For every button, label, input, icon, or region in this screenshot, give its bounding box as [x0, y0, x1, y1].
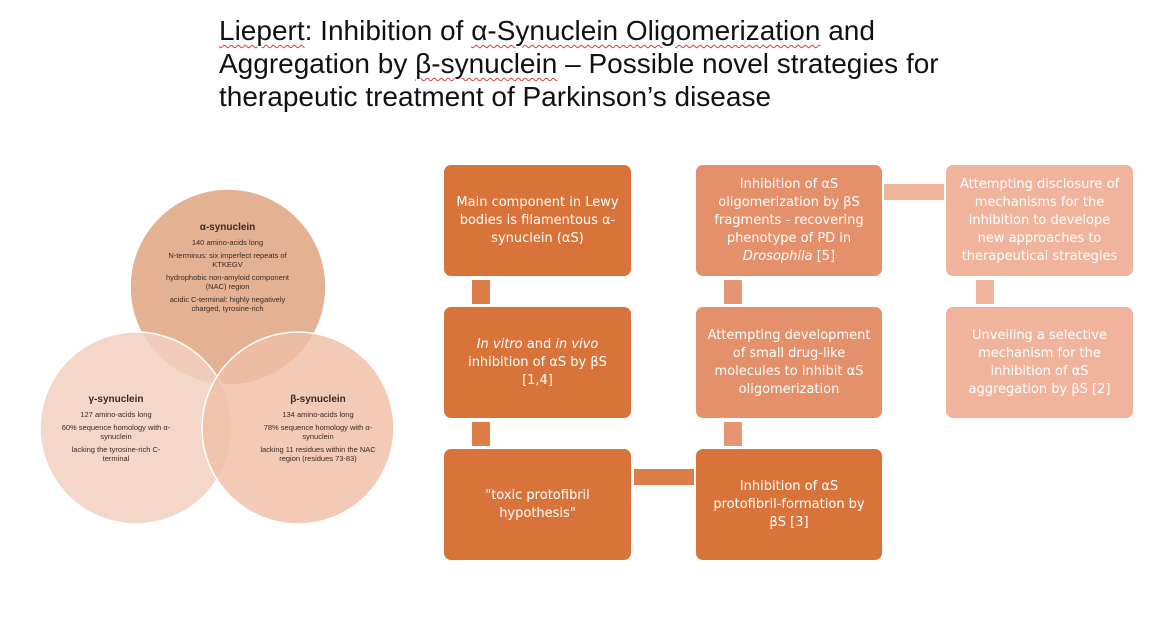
- venn-beta-line: 78% sequence homology with α-synuclein: [263, 423, 373, 441]
- title-text: β-synuclein: [415, 48, 558, 79]
- flow-text: Inhibition of αS oligomerization by βS f…: [714, 176, 864, 246]
- venn-alpha-line: acidic C-terminal: highly negatively cha…: [169, 295, 286, 313]
- flow-box-text: Attempting disclosure of mechanisms for …: [959, 176, 1120, 264]
- connector: [634, 469, 694, 485]
- venn-beta-line: lacking 11 residues within the NAC regio…: [260, 445, 376, 463]
- venn-gamma-heading: γ-synuclein: [88, 394, 144, 405]
- flow-box-text: Inhibition of αS oligomerization by βS f…: [706, 176, 872, 266]
- flow-text: inhibition of αS by βS [1,4]: [468, 354, 607, 388]
- title-text: Aggregation by: [219, 48, 416, 79]
- flow-italic: Drosophila: [742, 248, 813, 264]
- connector: [976, 280, 994, 304]
- flow-italic: in vivo: [555, 336, 599, 352]
- flow-box-mechanism-disclosure: Attempting disclosure of mechanisms for …: [946, 165, 1133, 276]
- flow-box-toxic-protofibril: "toxic protofibril hypothesis": [444, 449, 631, 560]
- venn-alpha-heading: α-synuclein: [199, 222, 256, 233]
- flow-box-lewy-bodies: Main component in Lewy bodies is filamen…: [444, 165, 631, 276]
- flow-box-protofibril-inhibition: Inhibition of αS protofibril-formation b…: [696, 449, 882, 560]
- venn-beta-heading: β-synuclein: [290, 394, 346, 405]
- venn-beta-line: 134 amino-acids long: [282, 410, 354, 419]
- venn-gamma-text: γ-synuclein 127 amino-acids long 60% seq…: [57, 394, 175, 467]
- flow-box-selective-mechanism: Unveiling a selective mechanism for the …: [946, 307, 1133, 418]
- flow-box-text: Inhibition of αS protofibril-formation b…: [713, 478, 865, 530]
- title-text: α-Synuclein Oligomerization: [471, 15, 821, 46]
- venn-gamma-line: lacking the tyrosine-rich C-terminal: [71, 445, 161, 463]
- flow-italic: In vitro: [476, 336, 523, 352]
- title-text: – Possible novel strategies for: [557, 48, 939, 79]
- title-text: and: [820, 15, 875, 46]
- venn-gamma-line: 127 amino-acids long: [80, 410, 152, 419]
- connector: [724, 422, 742, 446]
- venn-beta-text: β-synuclein 134 amino-acids long 78% seq…: [252, 394, 384, 467]
- venn-alpha-text: α-synuclein 140 amino-acids long N-termi…: [150, 222, 305, 317]
- title-author: Liepert: [219, 15, 305, 46]
- flow-box-text: "toxic protofibril hypothesis": [485, 487, 590, 521]
- connector: [724, 280, 742, 304]
- flow-box-text: Unveiling a selective mechanism for the …: [968, 327, 1111, 397]
- flow-box-text: Main component in Lewy bodies is filamen…: [456, 194, 619, 246]
- flow-box-text: Attempting development of small drug-lik…: [707, 327, 871, 397]
- connector: [884, 184, 944, 200]
- venn-alpha-line: N-terminus: six imperfect repeats of KTK…: [168, 251, 287, 269]
- flow-box-drug-development: Attempting development of small drug-lik…: [696, 307, 882, 418]
- title-text: : Inhibition of: [304, 15, 472, 46]
- title-line-2: Aggregation by β-synuclein – Possible no…: [219, 47, 1019, 80]
- venn-gamma-line: 60% sequence homology with α-synuclein: [61, 423, 171, 441]
- title-line-3: therapeutic treatment of Parkinson’s dis…: [219, 81, 772, 112]
- venn-alpha-line: hydrophobic non-amyloid component (NAC) …: [166, 273, 289, 291]
- venn-alpha-line: 140 amino-acids long: [191, 238, 264, 247]
- flow-box-text: In vitro and in vivo inhibition of αS by…: [454, 336, 621, 390]
- flow-text: and: [522, 336, 556, 352]
- flow-box-in-vitro-in-vivo: In vitro and in vivo inhibition of αS by…: [444, 307, 631, 418]
- title-line-1: Liepert: Inhibition of α-Synuclein Oligo…: [219, 14, 1019, 47]
- connector: [472, 422, 490, 446]
- slide-title: Liepert: Inhibition of α-Synuclein Oligo…: [219, 14, 1019, 113]
- connector: [472, 280, 490, 304]
- flow-text: [5]: [812, 248, 836, 264]
- flow-box-drosophila: Inhibition of αS oligomerization by βS f…: [696, 165, 882, 276]
